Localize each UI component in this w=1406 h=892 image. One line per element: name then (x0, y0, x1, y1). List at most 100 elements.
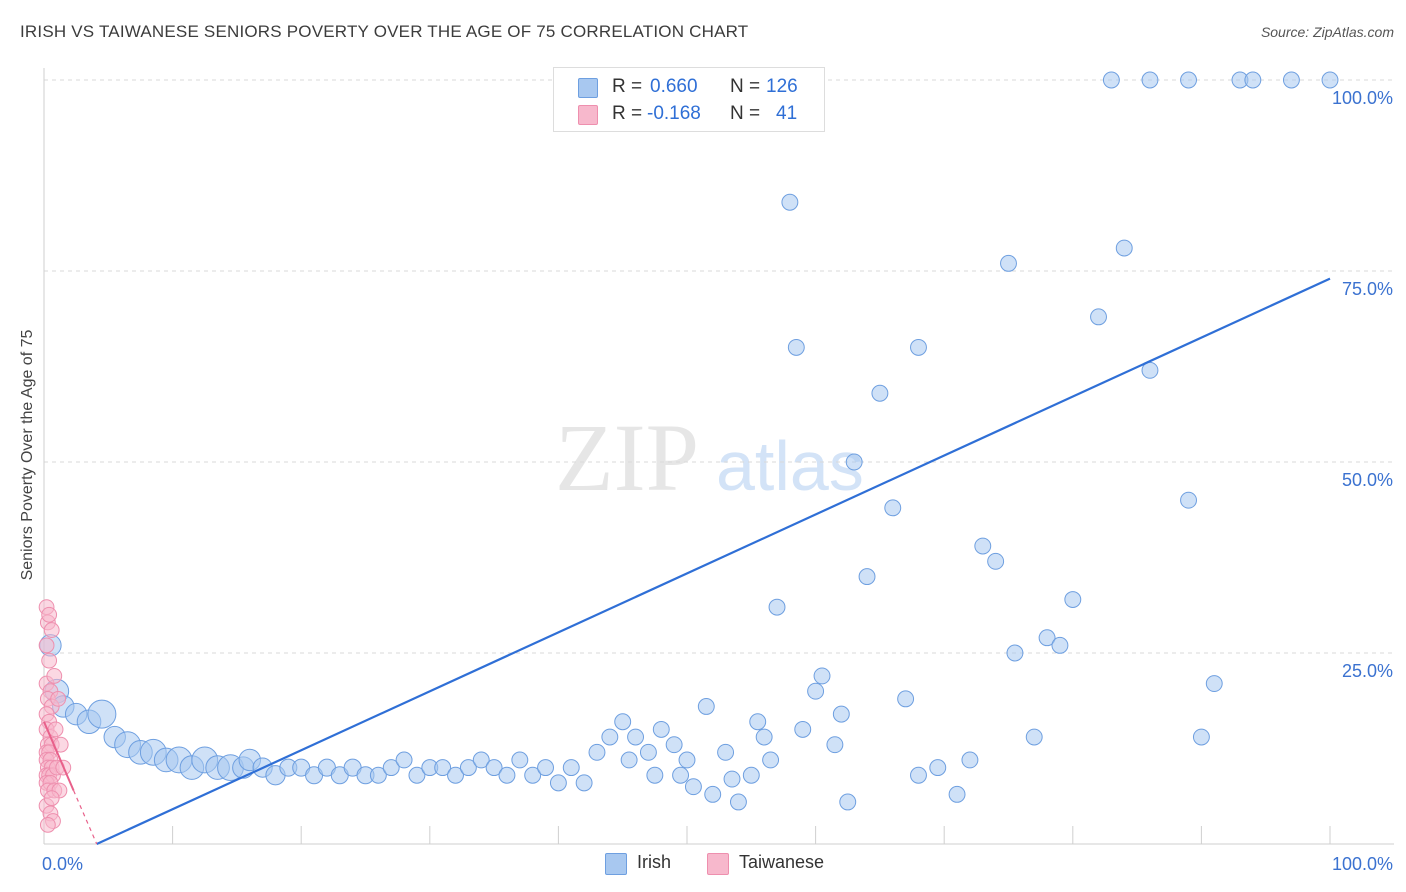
irish-point (781, 193, 799, 211)
taiwanese-point (43, 790, 60, 807)
irish-point (1064, 591, 1082, 608)
irish-point (1244, 71, 1262, 89)
irish-point (1321, 71, 1339, 89)
irish-point (794, 720, 812, 738)
taiwanese-swatch (578, 105, 598, 125)
irish-point (665, 736, 683, 754)
irish-point (1090, 308, 1107, 326)
tick-labels: 25.0% 50.0% 75.0% 100.0% 0.0% 100.0% (42, 88, 1393, 874)
irish-point (948, 785, 966, 803)
irish-point (627, 728, 645, 746)
irish-point (839, 793, 857, 811)
irish-point (723, 770, 741, 788)
irish-point (1180, 71, 1197, 89)
y-tick-label: 50.0% (1342, 470, 1393, 490)
taiwanese-points (38, 599, 72, 833)
trendlines (43, 277, 1331, 845)
irish-point (678, 751, 696, 769)
grid (44, 79, 1394, 654)
irish-point (929, 759, 947, 777)
taiwanese-trendline-extension (73, 790, 98, 845)
irish-point (832, 705, 850, 723)
irish-point (717, 743, 735, 761)
y-tick-label: 100.0% (1332, 88, 1393, 108)
irish-point (762, 751, 780, 769)
irish-point (537, 759, 554, 777)
irish-n-label: N = (730, 76, 761, 97)
irish-point (704, 785, 722, 803)
taiwanese-point (46, 668, 63, 684)
irish-point (1025, 728, 1043, 746)
irish-point (813, 667, 831, 685)
irish-point (1102, 71, 1120, 89)
taiwanese-n-value: 41 (776, 103, 798, 124)
taiwanese-point (38, 637, 55, 654)
irish-point (672, 766, 690, 784)
irish-point (897, 690, 915, 708)
irish-point (459, 759, 477, 777)
irish-point (807, 682, 825, 700)
irish-point (768, 598, 786, 616)
irish-point (524, 766, 542, 784)
irish-point (575, 774, 593, 792)
chart-title: IRISH VS TAIWANESE SENIORS POVERTY OVER … (20, 22, 749, 41)
irish-point (1051, 636, 1069, 654)
irish-point (447, 766, 464, 784)
irish-point (408, 766, 426, 784)
irish-r-label: R = (612, 76, 643, 97)
irish-point (858, 568, 876, 586)
irish-point (382, 759, 400, 777)
taiwanese-point (43, 622, 60, 638)
irish-point (1115, 239, 1133, 257)
irish-point (646, 766, 664, 784)
irish-point (1205, 675, 1223, 693)
taiwanese-point (39, 817, 56, 833)
irish-point (472, 751, 490, 769)
y-tick-label: 75.0% (1342, 279, 1393, 299)
irish-point (395, 751, 413, 769)
irish-point (684, 778, 702, 796)
irish-point (614, 713, 632, 731)
irish-point (511, 751, 529, 769)
irish-point (620, 751, 638, 769)
irish-point (562, 759, 580, 777)
irish-point (1180, 491, 1197, 509)
irish-point (639, 743, 657, 761)
irish-point (826, 736, 844, 754)
irish-point (974, 537, 992, 555)
irish-legend-label: Irish (637, 852, 672, 872)
irish-r-value: 0.660 (650, 76, 698, 97)
irish-points (39, 71, 1339, 811)
watermark: ZIP atlas (555, 404, 864, 511)
irish-point (485, 759, 503, 777)
irish-point (369, 766, 387, 784)
irish-point (729, 793, 747, 811)
irish-swatch (578, 78, 598, 98)
irish-point (549, 774, 567, 792)
taiwanese-trendline (43, 721, 75, 791)
irish-point (498, 766, 516, 784)
irish-point (884, 499, 902, 517)
irish-point (434, 759, 452, 777)
irish-point (910, 766, 927, 784)
taiwanese-r-value: -0.168 (647, 103, 701, 124)
irish-point (697, 698, 715, 715)
irish-legend-swatch (605, 853, 627, 875)
irish-point (787, 338, 805, 356)
taiwanese-point (50, 690, 67, 707)
source-credit: Source: ZipAtlas.com (1260, 24, 1394, 40)
irish-trendline (96, 277, 1331, 845)
x-tick-label: 100.0% (1332, 854, 1393, 874)
taiwanese-legend-label: Taiwanese (739, 852, 825, 872)
irish-point (588, 743, 606, 761)
irish-point (601, 728, 619, 746)
irish-point (755, 728, 773, 746)
irish-point (987, 552, 1005, 570)
irish-point (742, 766, 760, 784)
irish-point (1141, 71, 1159, 89)
irish-point (87, 699, 117, 729)
watermark-zip: ZIP (555, 404, 699, 511)
taiwanese-point (41, 652, 58, 669)
irish-point (1282, 71, 1300, 89)
taiwanese-point (41, 606, 58, 623)
